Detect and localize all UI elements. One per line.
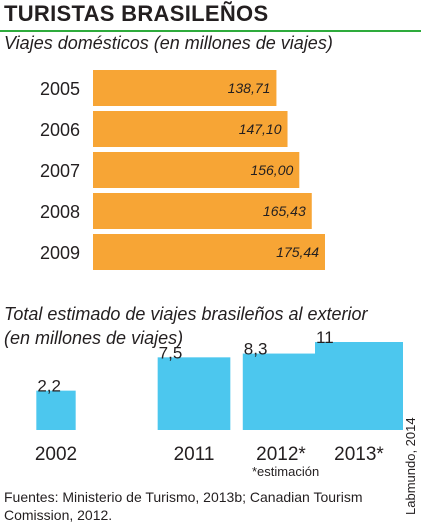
domestic-year-label: 2006 <box>40 120 80 140</box>
domestic-value-label: 175,44 <box>276 244 319 260</box>
domestic-bar-2009 <box>93 234 325 270</box>
domestic-year-label: 2007 <box>40 161 80 181</box>
abroad-box-2012* <box>242 353 320 430</box>
domestic-year-label: 2005 <box>40 79 80 99</box>
abroad-value-label: 7,5 <box>159 343 183 362</box>
domestic-value-label: 147,10 <box>239 121 282 137</box>
domestic-chart-title: Viajes domésticos (en millones de viajes… <box>4 33 333 53</box>
domestic-bar-2006 <box>93 111 288 147</box>
domestic-bar-2005 <box>93 70 277 106</box>
domestic-bar-2007 <box>93 152 300 188</box>
abroad-value-label: 8,3 <box>244 340 268 359</box>
domestic-trips-chart: 2005 138,71 2006 147,10 2007 156,00 2008 165,43… <box>40 70 325 270</box>
domestic-value-label: 156,00 <box>250 162 293 178</box>
abroad-chart-title-line-1: Total estimado de viajes brasileños al e… <box>4 304 368 324</box>
domestic-value-label: 138,71 <box>228 80 271 96</box>
domestic-value-label: 165,43 <box>263 203 306 219</box>
abroad-box-2011 <box>157 357 231 430</box>
abroad-year-label: 2011 <box>174 444 215 465</box>
abroad-trips-chart: 2,2 2002 7,5 2011 8,3 2012* 11 2013* <box>35 328 403 465</box>
abroad-box-2002 <box>36 390 76 430</box>
domestic-year-label: 2008 <box>40 202 80 222</box>
page-title: TURISTAS BRASILEÑOS <box>4 1 269 26</box>
estimation-note: *estimación <box>252 464 320 479</box>
abroad-value-label: 11 <box>316 328 334 347</box>
source-text: Fuentes: Ministerio de Turismo, 2013b; C… <box>4 489 363 523</box>
abroad-year-label: 2013* <box>334 444 384 465</box>
abroad-year-label: 2002 <box>35 444 77 465</box>
abroad-chart-title-line-2: (en millones de viajes) <box>4 328 184 348</box>
abroad-box-2013* <box>315 342 403 430</box>
abroad-year-label: 2012* <box>256 444 306 465</box>
abroad-value-label: 2,2 <box>37 377 61 396</box>
domestic-bar-2008 <box>93 193 312 229</box>
title-rule <box>0 30 421 32</box>
domestic-year-label: 2009 <box>40 243 80 263</box>
credit-text: Labmundo, 2014 <box>403 417 418 515</box>
